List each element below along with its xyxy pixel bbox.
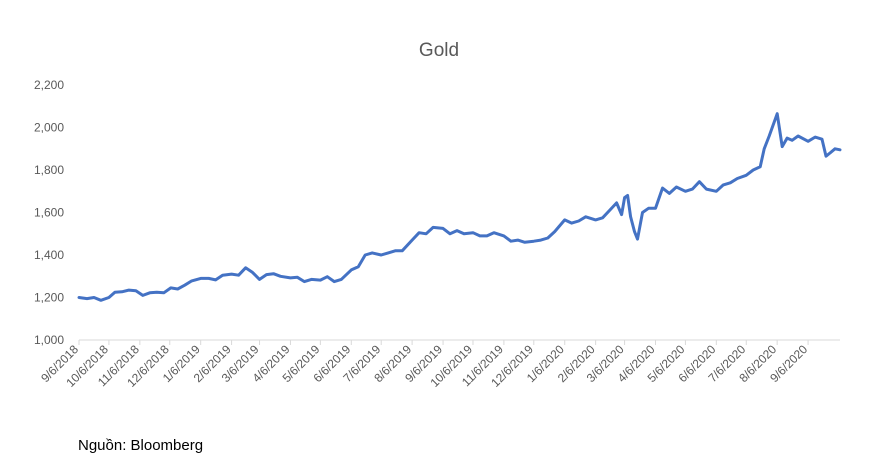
y-tick-label: 2,000 (34, 121, 64, 135)
y-tick-label: 1,000 (34, 333, 64, 347)
y-tick-label: 1,400 (34, 248, 64, 262)
series-group (77, 112, 842, 302)
y-tick-label: 1,800 (34, 163, 64, 177)
gold-price-line (77, 112, 842, 302)
y-tick-label: 1,200 (34, 291, 64, 305)
y-axis: 1,000 1,200 1,400 1,600 1,800 2,000 2,200 (34, 78, 64, 347)
chart-title: Gold (418, 40, 460, 61)
source-note: Nguồn: Bloomberg (78, 437, 204, 454)
y-tick-label: 2,200 (34, 78, 64, 92)
y-tick-label: 1,600 (34, 206, 64, 220)
x-axis: 9/6/201810/6/201811/6/201812/6/20181/6/2… (38, 339, 840, 390)
